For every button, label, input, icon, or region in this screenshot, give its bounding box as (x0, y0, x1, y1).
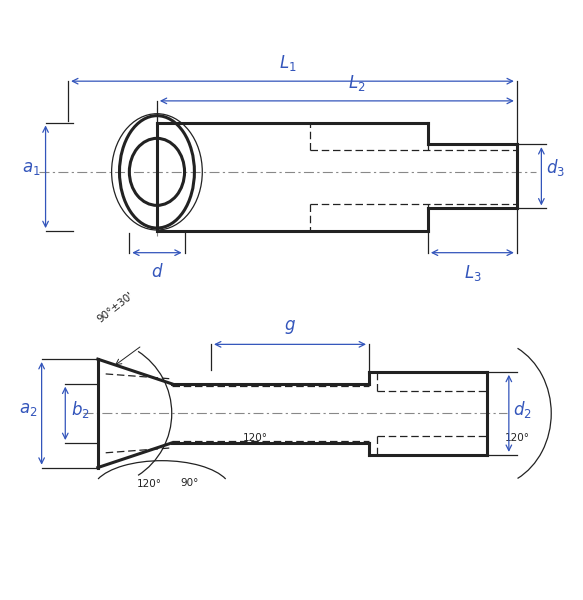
Text: $g$: $g$ (284, 319, 296, 337)
Text: 90°±30': 90°±30' (96, 290, 136, 325)
Text: $L_{1}$: $L_{1}$ (279, 53, 296, 73)
Text: $b_{2}$: $b_{2}$ (71, 399, 90, 420)
Text: $L_{3}$: $L_{3}$ (463, 263, 481, 283)
Text: $d_{2}$: $d_{2}$ (513, 399, 532, 420)
Text: $d_{3}$: $d_{3}$ (546, 157, 565, 178)
Text: 120°: 120° (505, 433, 530, 443)
Text: 90°: 90° (180, 478, 199, 488)
Text: $d$: $d$ (150, 263, 163, 281)
Text: 120°: 120° (243, 433, 268, 443)
Text: $a_{2}$: $a_{2}$ (19, 400, 37, 418)
Text: $L_{2}$: $L_{2}$ (348, 73, 366, 93)
Text: $a_{1}$: $a_{1}$ (23, 159, 41, 177)
Text: 120°: 120° (137, 479, 162, 489)
